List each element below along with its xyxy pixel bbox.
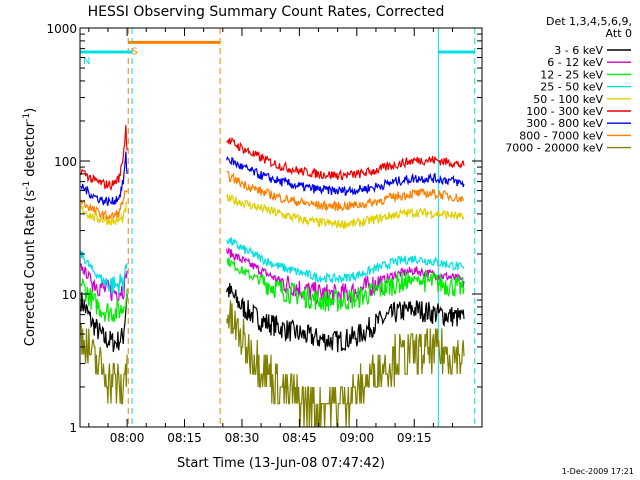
legend-entry-label-6: 300 - 800 keV: [526, 117, 603, 130]
flag-label-0: S: [131, 46, 137, 57]
series-line-7: [80, 170, 465, 220]
legend-entry-label-5: 100 - 300 keV: [526, 105, 603, 118]
series-line-6: [80, 151, 465, 206]
x-tick-label-1: 08:15: [167, 431, 202, 445]
y-axis: 1 10 100 1000: [46, 22, 482, 435]
chart-title: HESSI Observing Summary Count Rates, Cor…: [88, 4, 445, 20]
footer-timestamp: 1-Dec-2009 17:21: [562, 467, 634, 476]
legend-entry-label-2: 12 - 25 keV: [540, 68, 603, 81]
legend-entry-label-7: 800 - 7000 keV: [519, 129, 603, 142]
legend-entry-label-4: 50 - 100 keV: [533, 93, 603, 106]
y-axis-label-main: Corrected Count Rate (s: [23, 190, 38, 347]
series-line-0: [80, 282, 465, 353]
series-line-3: [80, 237, 465, 296]
x-axis: 08:00 08:15 08:30 08:45 09:00 09:15: [88, 28, 454, 445]
series-line-8: [80, 300, 465, 427]
legend-entry-label-1: 6 - 12 keV: [547, 56, 603, 69]
flag-labels: SN: [83, 46, 138, 67]
x-tick-label-5: 09:15: [397, 431, 432, 445]
x-tick-label-3: 08:45: [282, 431, 317, 445]
legend-title-line-1: Det 1,3,4,5,6,9,: [546, 15, 632, 28]
y-tick-label-2: 100: [54, 155, 77, 169]
series-line-4: [80, 193, 465, 230]
y-axis-label-end: ): [23, 108, 38, 113]
legend-entry-label-3: 25 - 50 keV: [540, 81, 603, 94]
y-axis-label-mid: detector: [23, 121, 38, 181]
x-tick-label-4: 09:00: [340, 431, 375, 445]
series-line-5: [80, 125, 465, 191]
flag-markers: [80, 28, 476, 427]
y-axis-label-sup-2: -1: [22, 113, 32, 122]
y-tick-label-0: 1: [69, 421, 77, 435]
y-tick-label-3: 1000: [46, 22, 77, 36]
x-axis-label: Start Time (13-Jun-08 07:47:42): [177, 456, 385, 471]
series-lines: [80, 125, 465, 427]
y-axis-label-sup-1: -1: [22, 181, 32, 190]
plot-frame: [79, 27, 483, 428]
series-line-2: [80, 257, 465, 323]
legend-entry-label-0: 3 - 6 keV: [554, 44, 603, 57]
x-tick-label-2: 08:30: [225, 431, 260, 445]
flag-label-1: N: [83, 56, 90, 67]
legend-title-line-2: Att 0: [606, 27, 632, 40]
y-axis-label: Corrected Count Rate (s-1 detector-1): [22, 108, 38, 346]
y-tick-label-1: 10: [62, 288, 77, 302]
legend-entry-label-8: 7000 - 20000 keV: [505, 142, 603, 155]
x-tick-label-0: 08:00: [110, 431, 145, 445]
